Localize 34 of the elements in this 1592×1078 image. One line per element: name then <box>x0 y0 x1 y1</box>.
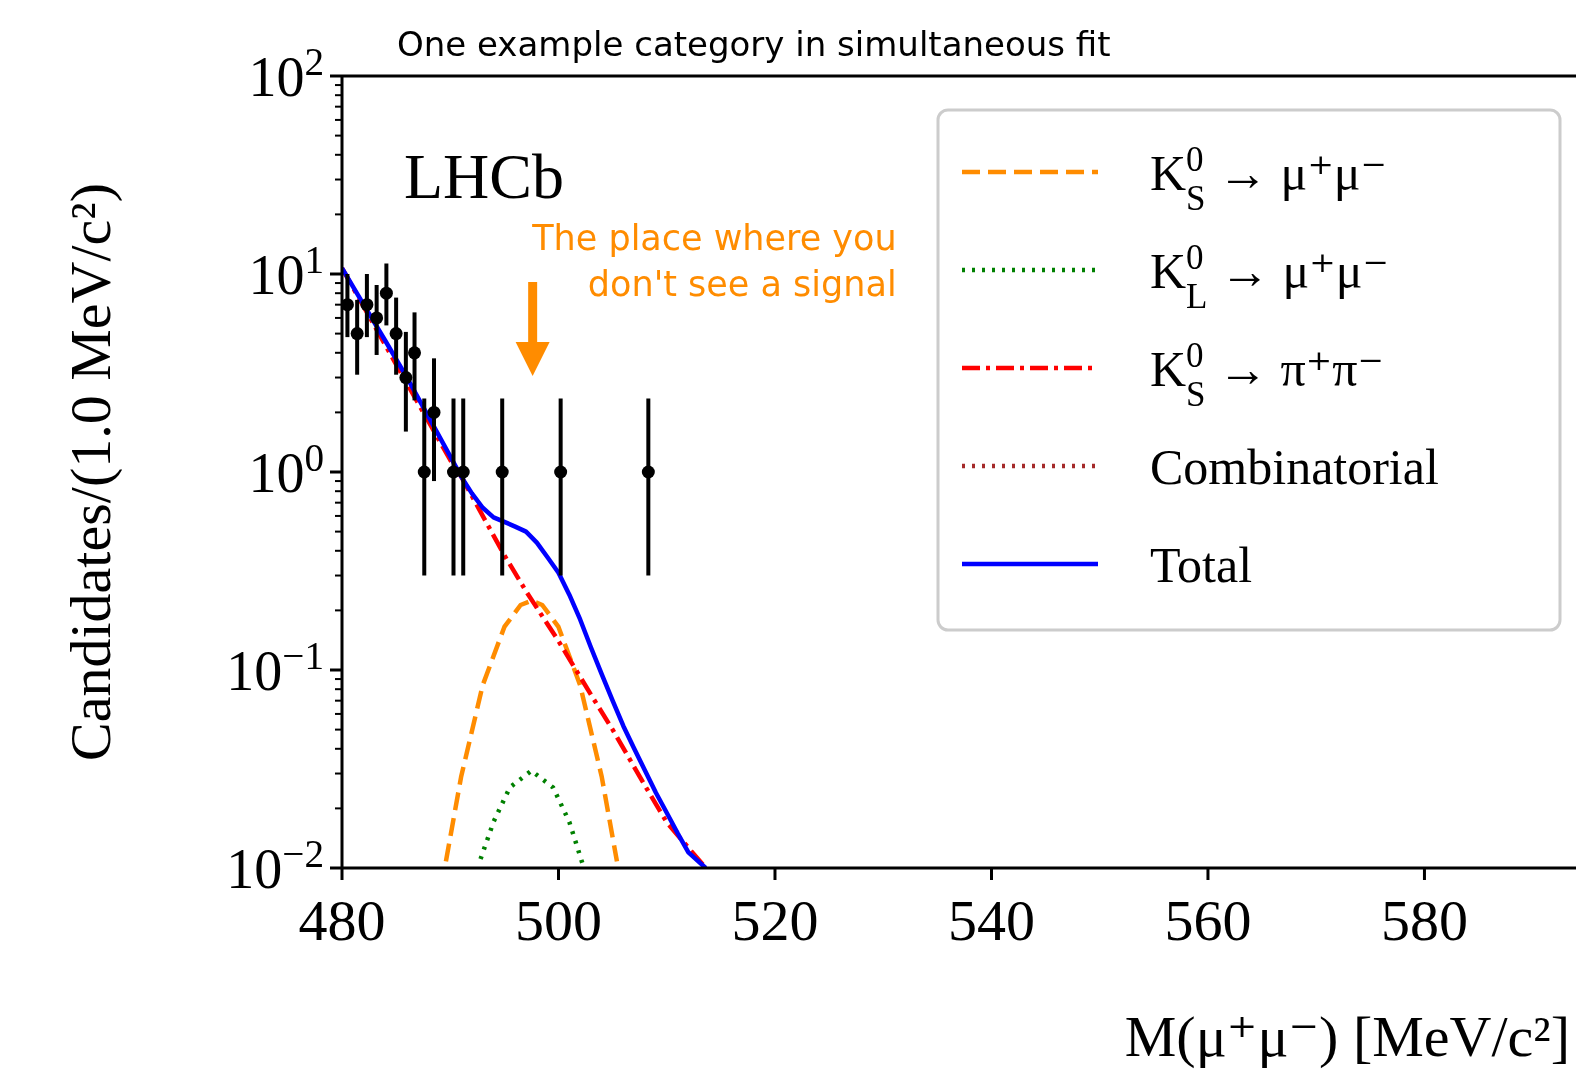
y-tick-label: 10$^{1}$ <box>248 237 324 306</box>
point <box>427 405 441 419</box>
x-axis-title: M(μ⁺μ⁻) [MeV/c²] <box>1124 1004 1570 1069</box>
x-tick-label: 580 <box>1380 888 1468 953</box>
annotation: LHCb <box>404 141 564 212</box>
y-axis-title: Candidates/(1.0 MeV/c²) <box>58 183 123 761</box>
point <box>360 298 374 312</box>
x-tick-label: 500 <box>514 888 602 953</box>
point <box>370 311 384 325</box>
y-tick-label: 10$^{2}$ <box>248 39 324 108</box>
legend-label: K$^{0}$$_{S}$ → π⁺π⁻ <box>1150 335 1384 414</box>
point <box>389 327 403 341</box>
legend-label: K$^{0}$$_{L}$ → μ⁺μ⁻ <box>1150 237 1389 316</box>
line-series <box>443 598 620 864</box>
point <box>554 465 568 479</box>
legend-label: Total <box>1150 537 1253 593</box>
point <box>641 465 655 479</box>
legend-label: K$^{0}$$_{S}$ → μ⁺μ⁻ <box>1150 139 1387 218</box>
y-tick-label: 10$^{−1}$ <box>226 633 324 702</box>
y-tick-label: 10$^{0}$ <box>248 435 324 504</box>
x-tick-label: 540 <box>947 888 1035 953</box>
line-series <box>478 768 585 866</box>
legend-label: Combinatorial <box>1150 439 1439 495</box>
point <box>417 465 431 479</box>
annotation: The place where you don't see a signal <box>531 218 897 304</box>
point <box>379 286 393 300</box>
point <box>456 465 470 479</box>
point <box>399 371 413 385</box>
point <box>408 346 422 360</box>
x-tick-label: 520 <box>731 888 819 953</box>
point <box>350 327 364 341</box>
chart-title: One example category in simultaneous fit <box>397 24 1111 64</box>
point <box>495 465 509 479</box>
x-tick-label: 560 <box>1164 888 1252 953</box>
